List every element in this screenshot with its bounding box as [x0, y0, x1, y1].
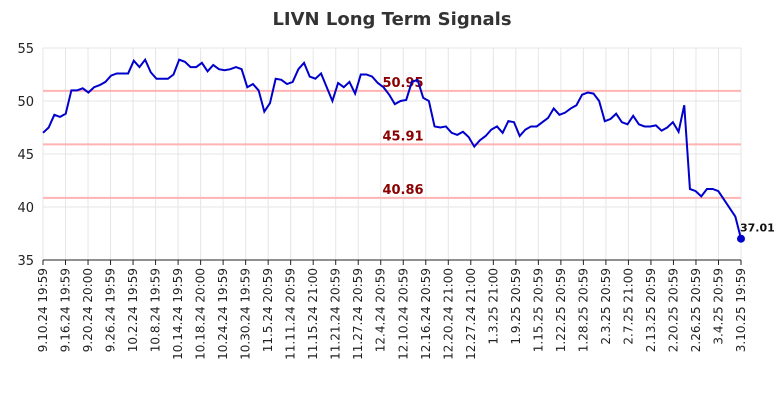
- x-tick-label: 2.13.25 20:59: [644, 268, 658, 352]
- signal-level-label: 40.86: [382, 183, 423, 198]
- x-tick-label: 9.20.24 20:00: [81, 268, 95, 352]
- x-tick-label: 11.15.24 21:00: [306, 268, 320, 360]
- y-tick-label: 40: [17, 201, 34, 216]
- grid: [42, 47, 742, 261]
- x-tick-label: 10.14.24 19:59: [171, 268, 185, 360]
- x-tick-label: 9.10.24 19:59: [36, 268, 50, 352]
- x-axis-ticks: 9.10.24 19:59 9.16.24 19:59 9.20.24 20:00 9…: [36, 260, 748, 360]
- x-tick-label: 11.5.24 20:59: [261, 268, 275, 352]
- series-line: [42, 57, 742, 239]
- x-tick-label: 12.27.24 21:00: [464, 268, 478, 360]
- x-tick-label: 1.3.25 21:00: [486, 268, 500, 345]
- x-tick-label: 1.28.25 20:59: [576, 268, 590, 352]
- x-tick-label: 12.20.24 21:00: [441, 268, 455, 360]
- x-tick-label: 11.21.24 20:59: [329, 268, 343, 360]
- signal-levels: 50.95 45.91 40.86: [43, 76, 741, 199]
- x-tick-label: 9.26.24 19:59: [104, 268, 118, 352]
- y-axis-ticks: 35 40 45 50 55: [17, 42, 34, 269]
- x-tick-label: 10.2.24 19:59: [126, 268, 140, 352]
- x-tick-label: 2.20.25 20:59: [666, 268, 680, 352]
- x-tick-label: 2.7.25 21:00: [621, 268, 635, 345]
- y-tick-label: 50: [17, 95, 34, 110]
- x-tick-label: 9.16.24 19:59: [59, 268, 73, 352]
- last-point-marker: [737, 234, 745, 243]
- x-tick-label: 12.16.24 20:59: [419, 268, 433, 360]
- x-tick-label: 12.4.24 20:59: [374, 268, 388, 352]
- x-tick-label: 12.10.24 20:59: [396, 268, 410, 360]
- x-tick-label: 1.9.25 20:59: [509, 268, 523, 345]
- chart-title: LIVN Long Term Signals: [272, 9, 511, 30]
- last-point-label: 37.01: [740, 222, 775, 235]
- signal-level-label: 50.95: [382, 76, 423, 91]
- x-tick-label: 10.24.24 19:59: [216, 268, 230, 360]
- y-tick-label: 55: [17, 42, 34, 57]
- x-tick-label: 10.18.24 20:00: [194, 268, 208, 360]
- x-tick-label: 10.8.24 19:59: [149, 268, 163, 352]
- y-tick-label: 45: [17, 148, 34, 163]
- x-tick-label: 1.22.25 20:59: [554, 268, 568, 352]
- y-tick-label: 35: [17, 254, 34, 269]
- x-tick-label: 2.3.25 20:59: [599, 268, 613, 345]
- x-tick-label: 11.27.24 20:59: [351, 268, 365, 360]
- x-tick-label: 10.30.24 19:59: [239, 268, 253, 360]
- x-tick-label: 1.15.25 20:59: [531, 268, 545, 352]
- x-tick-label: 11.11.24 20:59: [284, 268, 298, 360]
- x-tick-label: 2.26.25 20:59: [689, 268, 703, 352]
- x-tick-label: 3.10.25 19:59: [734, 268, 748, 352]
- x-tick-label: 3.4.25 20:59: [711, 268, 725, 345]
- signal-level-label: 45.91: [382, 129, 423, 144]
